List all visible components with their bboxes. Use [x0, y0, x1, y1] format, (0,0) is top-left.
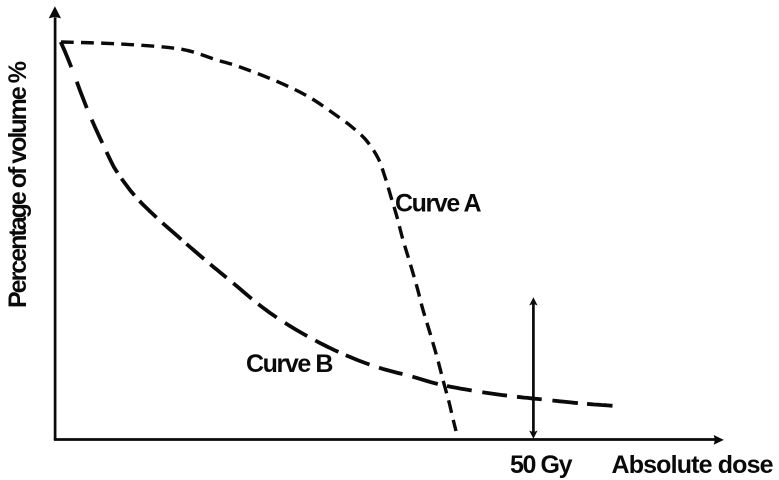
svg-text:Curve A: Curve A	[395, 190, 481, 218]
svg-text:50 Gy: 50 Gy	[510, 451, 573, 479]
svg-text:Curve B: Curve B	[246, 350, 332, 378]
svg-text:Absolute dose: Absolute dose	[612, 451, 774, 479]
svg-text:Percentage of volume %: Percentage of volume %	[4, 61, 32, 308]
